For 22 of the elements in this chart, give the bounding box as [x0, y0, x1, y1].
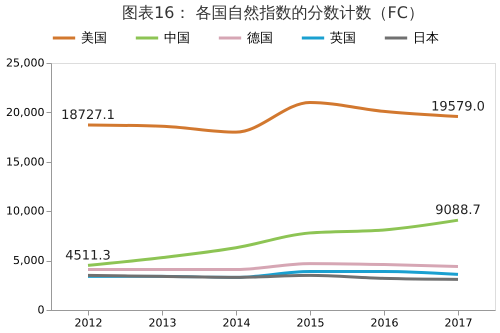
data-label: 9088.7 [435, 203, 481, 218]
legend-label: 英国 [330, 31, 356, 46]
y-tick-label: 25,000 [6, 56, 44, 70]
legend-label: 德国 [247, 31, 273, 46]
y-tick-label: 5,000 [13, 254, 44, 268]
x-tick-label: 2012 [74, 316, 102, 330]
y-tick-label: 0 [38, 304, 44, 316]
x-tick-label: 2014 [222, 316, 250, 330]
x-tick-label: 2015 [296, 316, 324, 330]
y-tick-label: 10,000 [6, 204, 44, 218]
legend-label: 日本 [413, 31, 439, 46]
data-label: 19579.0 [431, 100, 485, 115]
x-tick-label: 2017 [444, 316, 472, 330]
x-tick-label: 2013 [148, 316, 176, 330]
y-tick-label: 15,000 [6, 155, 44, 168]
x-tick-label: 2016 [370, 316, 398, 330]
legend-label: 美国 [81, 30, 107, 46]
y-tick-label: 20,000 [6, 106, 44, 119]
data-label: 18727.1 [61, 108, 115, 123]
legend-label: 中国 [164, 31, 190, 46]
data-label: 4511.3 [65, 248, 111, 264]
chart-title: 图表16： 各国自然指数的分数计数（FC） [122, 3, 424, 22]
